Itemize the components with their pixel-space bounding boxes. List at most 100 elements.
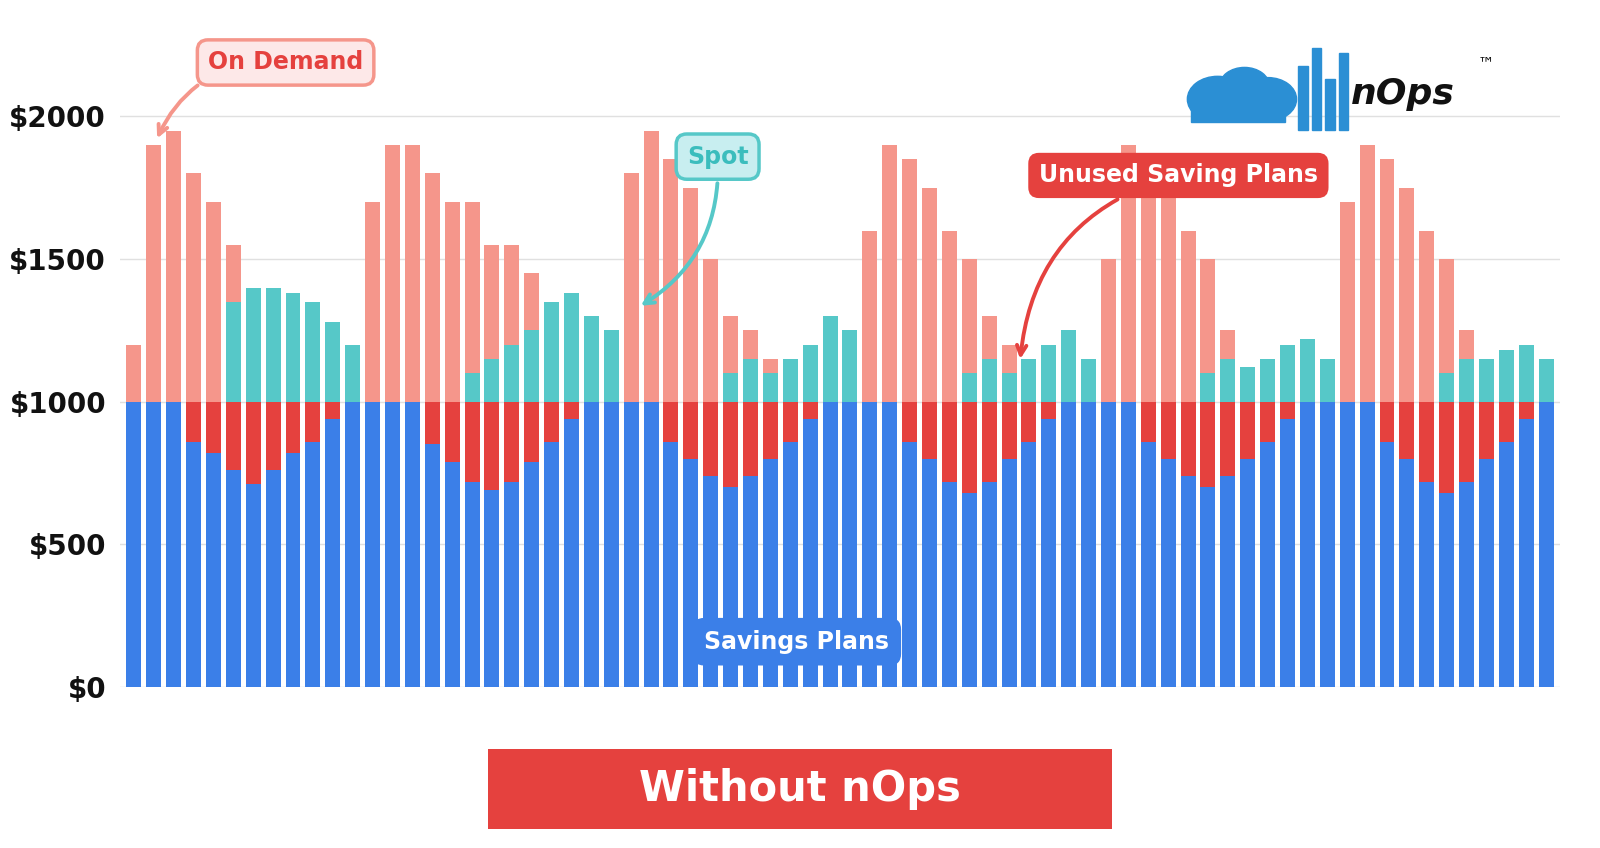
Bar [1379,159,1395,402]
Bar [1101,402,1115,687]
Bar [1221,402,1235,476]
Bar [664,159,678,402]
Bar [544,402,558,442]
Bar [325,321,341,402]
Bar [325,402,341,419]
Bar [426,444,440,687]
Text: nOps: nOps [1350,77,1454,111]
Bar [982,316,997,359]
Text: Unused Saving Plans: Unused Saving Plans [1018,164,1318,354]
Bar [902,402,917,442]
Bar [962,373,976,402]
Bar [922,187,938,402]
Bar [386,145,400,402]
Bar [603,402,619,687]
Bar [426,402,440,444]
Bar [962,402,976,493]
Bar [565,419,579,687]
Bar [982,359,997,402]
Bar [982,402,997,482]
Bar [246,287,261,402]
Bar [902,159,917,402]
Bar [1221,359,1235,402]
Bar [544,442,558,687]
Bar [803,344,818,402]
Circle shape [1240,78,1296,121]
Bar [1141,442,1155,687]
Bar [1339,402,1355,687]
Bar [1042,344,1056,402]
Bar [445,202,459,402]
Bar [1419,231,1434,402]
Bar [1478,402,1494,459]
Bar [1221,331,1235,359]
Bar [742,476,758,687]
Bar [742,402,758,476]
Bar [1298,66,1307,130]
Bar [982,482,997,687]
Bar [146,145,162,402]
Bar [365,402,381,687]
Bar [464,482,480,687]
Bar [664,442,678,687]
Bar [962,259,976,373]
Bar [704,402,718,476]
Bar [386,402,400,687]
Bar [1082,402,1096,687]
Bar [822,316,837,402]
Bar [704,259,718,402]
Bar [266,287,280,402]
Bar [166,131,181,402]
Bar [1459,359,1474,402]
Text: ™: ™ [1478,54,1494,73]
Bar [206,402,221,453]
Bar [782,402,798,442]
Text: On Demand: On Demand [158,51,363,135]
Bar [1200,259,1216,373]
Bar [1261,442,1275,687]
Bar [1160,459,1176,687]
Bar [126,402,141,687]
Bar [464,202,480,373]
Bar [1061,331,1077,402]
Bar [246,402,261,484]
Bar [723,488,738,687]
Bar [445,461,459,687]
Bar [1539,402,1554,687]
Bar [206,202,221,402]
Bar [1002,344,1016,373]
Bar [464,373,480,402]
Bar [1438,373,1454,402]
Bar [166,402,181,687]
Bar [246,484,261,687]
Bar [922,459,938,687]
Bar [565,293,579,402]
Bar [683,459,698,687]
Bar [266,470,280,687]
Bar [1240,402,1254,459]
Bar [723,316,738,373]
Bar [1499,442,1514,687]
Bar [306,402,320,442]
Bar [405,402,419,687]
Bar [763,459,778,687]
Bar [285,402,301,453]
Bar [624,174,638,402]
Bar [1061,402,1077,687]
Bar [1400,402,1414,459]
Bar [723,402,738,488]
Bar [485,245,499,359]
Bar [683,402,698,459]
Bar [1042,402,1056,419]
Bar [346,344,360,402]
Bar [1438,259,1454,373]
Bar [504,482,520,687]
Bar [763,402,778,459]
Bar [1438,493,1454,687]
Bar [226,402,242,470]
Bar [226,470,242,687]
Bar [525,331,539,402]
Bar [325,419,341,687]
Bar [464,402,480,482]
Bar [1400,187,1414,402]
